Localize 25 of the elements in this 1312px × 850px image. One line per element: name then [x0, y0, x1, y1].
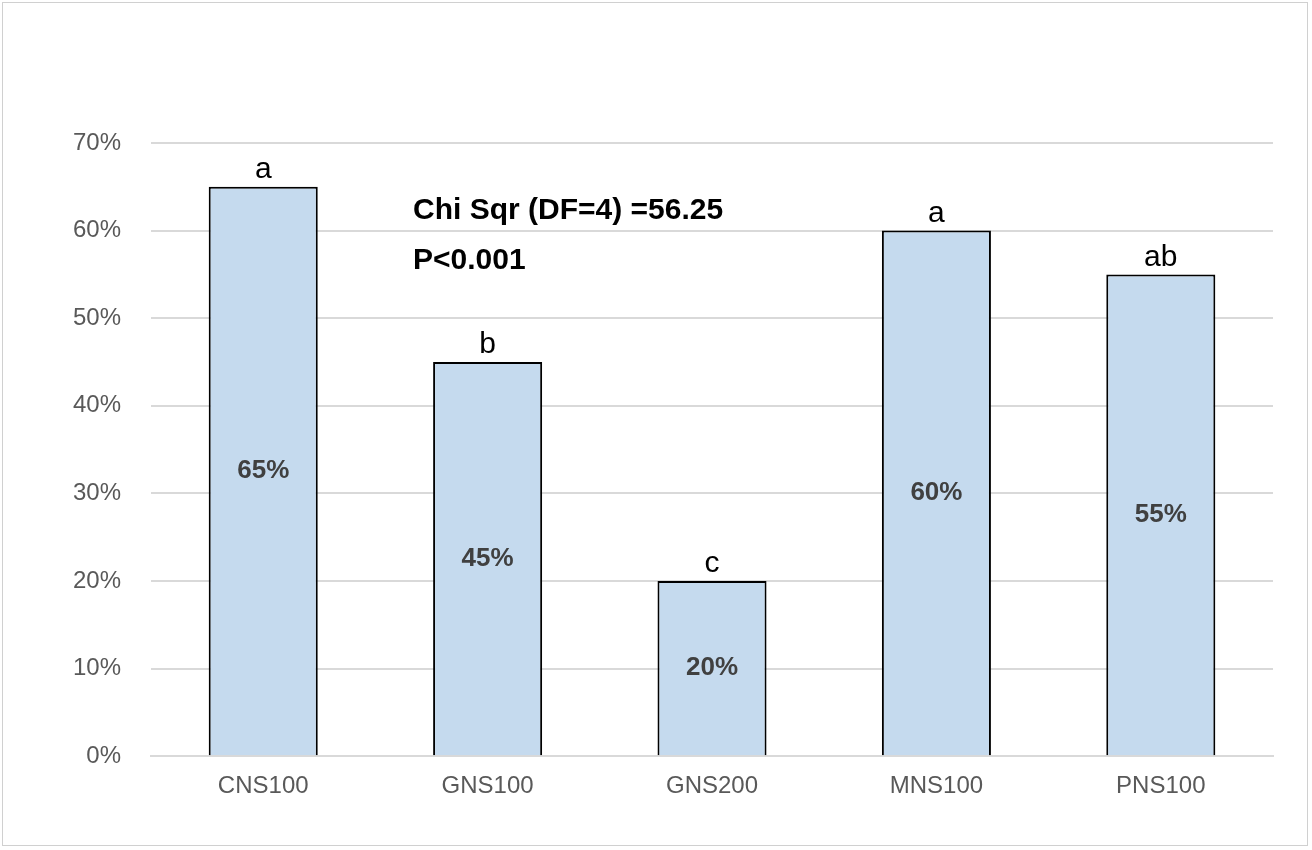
y-tick-label: 50% — [72, 302, 122, 330]
x-tick-label: CNS100 — [217, 771, 309, 799]
data-label: 65% — [237, 454, 290, 485]
y-tick-label: 60% — [72, 215, 122, 243]
annotation: ab — [1144, 238, 1178, 272]
y-tick-label: 40% — [72, 390, 122, 418]
annotation: P<0.001 — [413, 242, 526, 276]
y-tick-label: 10% — [72, 653, 122, 681]
annotation: a — [254, 151, 272, 185]
x-tick-label: MNS100 — [889, 771, 984, 799]
data-label: 45% — [461, 541, 514, 572]
y-tick-label: 20% — [72, 565, 122, 593]
data-label: 60% — [910, 476, 963, 507]
annotation: a — [928, 194, 946, 228]
x-tick-label: GNS200 — [665, 771, 759, 799]
data-label: 55% — [1134, 497, 1187, 528]
x-tick-label: GNS100 — [441, 771, 534, 799]
annotation: c — [704, 545, 720, 579]
y-tick-label: 0% — [86, 740, 122, 768]
data-label: 20% — [685, 651, 739, 682]
y-tick-label: 70% — [72, 127, 122, 155]
x-tick-label: PNS100 — [1116, 771, 1206, 799]
annotation: b — [479, 326, 496, 360]
y-tick-label: 30% — [72, 478, 122, 506]
annotation: Chi Sqr (DF=4) =56.25 — [413, 192, 724, 226]
